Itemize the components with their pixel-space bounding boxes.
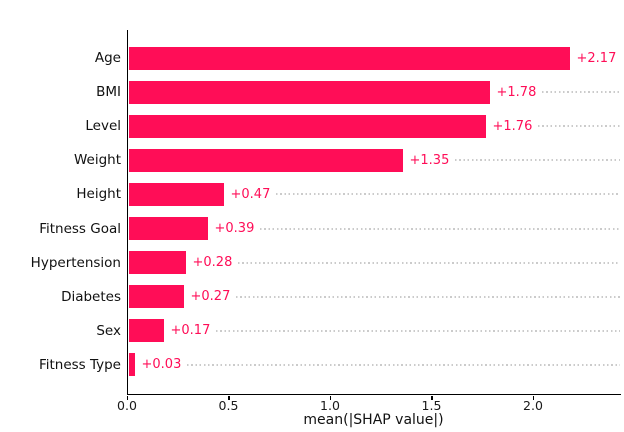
- x-tick-label-0.0: 0.0: [117, 398, 137, 413]
- bar-level: [128, 114, 486, 138]
- x-tick-mark-0.5: [228, 395, 230, 400]
- gridline-bmi: [541, 91, 620, 94]
- category-label-weight: Weight: [73, 152, 121, 169]
- x-tick-mark-1.5: [431, 395, 433, 400]
- value-label-sex: +0.17: [170, 323, 211, 339]
- bar-height: [128, 182, 224, 206]
- value-label-height: +0.47: [230, 186, 271, 202]
- gridline-level: [537, 125, 620, 128]
- bar-sex: [128, 319, 164, 343]
- bar-age: [128, 46, 570, 70]
- gridline-fitness-type: [186, 363, 620, 366]
- bar-weight: [128, 148, 403, 172]
- category-label-fitness-goal: Fitness Goal: [39, 220, 121, 237]
- gridline-diabetes: [235, 295, 620, 298]
- value-label-bmi: +1.78: [496, 84, 537, 100]
- x-tick-label-0.5: 0.5: [218, 398, 239, 413]
- value-label-fitness-type: +0.03: [141, 357, 182, 373]
- x-axis-label: mean(|SHAP value|): [303, 412, 444, 428]
- value-label-level: +1.76: [492, 118, 533, 134]
- category-label-fitness-type: Fitness Type: [38, 356, 121, 373]
- gridline-sex: [215, 329, 620, 332]
- category-label-bmi: BMI: [96, 84, 121, 101]
- category-label-hypertension: Hypertension: [30, 254, 121, 271]
- x-tick-mark-2.0: [532, 395, 534, 400]
- x-tick-mark-0.0: [126, 395, 128, 400]
- x-tick-label-2.0: 2.0: [523, 398, 543, 413]
- gridline-fitness-goal: [259, 227, 620, 230]
- gridline-hypertension: [237, 261, 620, 264]
- x-tick-label-1.5: 1.5: [421, 398, 442, 413]
- x-tick-mark-1.0: [329, 395, 331, 400]
- plot-area: [127, 30, 621, 395]
- bar-fitness-type: [128, 353, 135, 377]
- x-tick-label-1.0: 1.0: [320, 398, 340, 413]
- bar-fitness-goal: [128, 217, 208, 240]
- value-label-hypertension: +0.28: [192, 255, 233, 271]
- bar-bmi: [128, 80, 490, 104]
- value-label-diabetes: +0.27: [190, 289, 231, 305]
- value-label-age: +2.17: [576, 50, 617, 66]
- value-label-weight: +1.35: [409, 152, 450, 168]
- category-label-sex: Sex: [96, 322, 121, 339]
- bar-diabetes: [128, 285, 184, 309]
- category-label-diabetes: Diabetes: [61, 288, 121, 305]
- value-label-fitness-goal: +0.39: [214, 221, 255, 236]
- gridline-weight: [454, 159, 620, 162]
- bar-hypertension: [128, 251, 186, 275]
- gridline-height: [275, 193, 620, 196]
- category-label-age: Age: [94, 50, 121, 66]
- category-label-level: Level: [85, 118, 121, 135]
- category-label-height: Height: [76, 186, 121, 203]
